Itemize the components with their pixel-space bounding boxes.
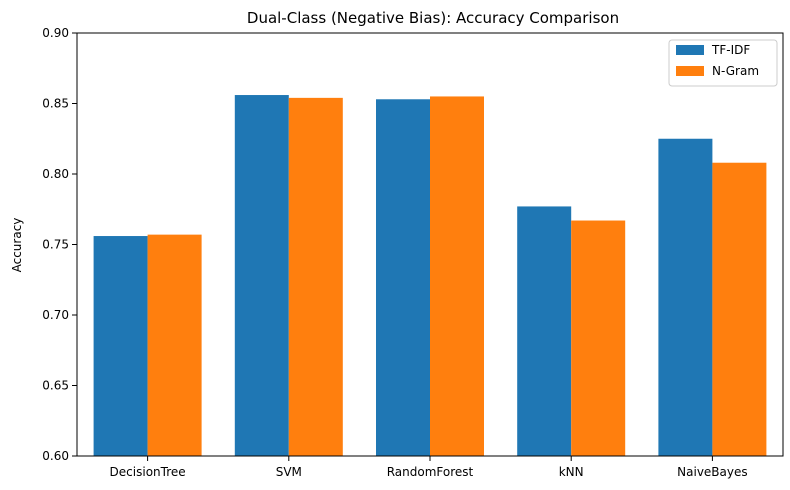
y-tick-label: 0.85: [42, 97, 69, 111]
legend-label-ngram: N-Gram: [712, 64, 759, 78]
y-tick-label: 0.90: [42, 26, 69, 40]
legend-swatch-ngram: [676, 66, 704, 76]
x-tick-label: RandomForest: [387, 465, 474, 479]
bar-knn-tfidf: [517, 206, 572, 456]
bar-decisiontree-tfidf: [93, 236, 148, 456]
bar-svm-ngram: [288, 97, 343, 457]
chart-title: Dual-Class (Negative Bias): Accuracy Com…: [247, 9, 619, 27]
y-tick-label: 0.80: [42, 167, 69, 181]
x-axis: DecisionTree SVM RandomForest kNN NaiveBayes: [110, 456, 748, 479]
bar-naivebayes-tfidf: [658, 138, 713, 456]
bar-decisiontree-ngram: [147, 234, 202, 456]
bar-naivebayes-ngram: [712, 162, 767, 456]
bar-randomforest-ngram: [430, 96, 484, 456]
y-tick-label: 0.70: [42, 308, 69, 322]
bars-group: [93, 95, 767, 457]
y-tick-label: 0.75: [42, 238, 69, 252]
y-axis-label: Accuracy: [10, 218, 24, 273]
x-tick-label: NaiveBayes: [677, 465, 747, 479]
plot-frame: [76, 32, 784, 457]
y-tick-label: 0.60: [42, 449, 69, 463]
bar-randomforest-tfidf: [376, 99, 430, 457]
legend: TF-IDF N-Gram: [668, 39, 778, 87]
x-tick-label: DecisionTree: [110, 465, 186, 479]
legend-swatch-tfidf: [676, 45, 704, 55]
y-tick-label: 0.65: [42, 379, 69, 393]
bar-svm-tfidf: [234, 95, 289, 456]
bar-knn-ngram: [571, 220, 626, 456]
y-axis: 0.60 0.65 0.70 0.75 0.80 0.85 0.90: [42, 26, 77, 463]
legend-label-tfidf: TF-IDF: [711, 43, 750, 57]
x-tick-label: kNN: [559, 465, 584, 479]
x-tick-label: SVM: [276, 465, 302, 479]
